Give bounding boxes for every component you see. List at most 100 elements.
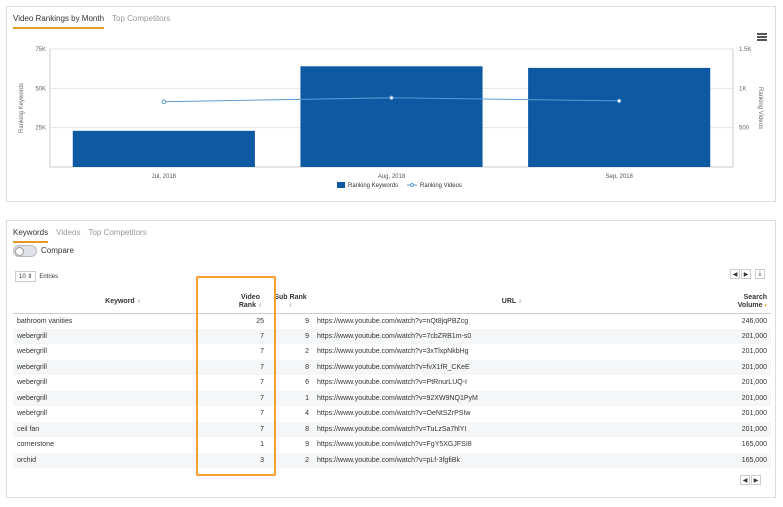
table-row[interactable]: webergrill 7 2 https://www.youtube.com/watc… — [13, 344, 771, 360]
legend-label: Ranking Videos — [420, 183, 462, 189]
cell-search-volume: 201,000 — [711, 359, 771, 375]
tab-keywords[interactable]: Keywords — [13, 225, 49, 243]
table-header-row: Keyword ⇕ Video Rank ⇕ Sub Rank ⇕ URL ⇕ Se… — [13, 291, 771, 314]
table-row[interactable]: webergrill 7 8 https://www.youtube.com/watc… — [13, 359, 771, 375]
cell-search-volume: 201,000 — [711, 390, 771, 406]
cell-url[interactable]: https://www.youtube.com/watch?v=FgY5XGJF… — [317, 441, 472, 449]
table-row[interactable]: ceil fan 7 8 https://www.youtube.com/watch?… — [13, 421, 771, 437]
cell-video-rank: 7 — [233, 328, 268, 344]
cell-video-rank: 7 — [260, 410, 264, 418]
cell-url[interactable]: https://www.youtube.com/watch?v=fvX1fR_C… — [313, 359, 711, 375]
column-header-label: URL — [501, 297, 517, 305]
chart-panel: Video Rankings by Month Top Competitors … — [6, 6, 776, 202]
tab-top-competitors[interactable]: Top Competitors — [88, 228, 147, 237]
tab-videos[interactable]: Videos — [56, 228, 81, 237]
x-tick-label: Sep, 2018 — [605, 174, 633, 180]
sort-icon: ⇕ — [288, 302, 293, 309]
cell-video-rank: 7 — [233, 421, 268, 437]
column-header-video-rank[interactable]: Video Rank ⇕ — [233, 291, 268, 314]
entries-label: Entries — [39, 273, 59, 280]
cell-sub-rank: 1 — [268, 390, 313, 406]
cell-sub-rank: 9 — [305, 317, 309, 325]
legend-label: Ranking Keywords — [348, 183, 398, 189]
chevron-left-icon[interactable]: ◀ — [740, 475, 750, 485]
table-row[interactable]: bathroom vanities 25 9 https://www.youtube.… — [13, 313, 771, 329]
cell-url[interactable]: https://www.youtube.com/watch?v=3xTlxpNk… — [317, 348, 469, 356]
cell-keyword: webergrill — [13, 359, 233, 375]
cell-sub-rank: 4 — [305, 410, 309, 418]
x-tick-label: Aug, 2018 — [378, 174, 406, 180]
cell-search-volume: 201,000 — [711, 328, 771, 344]
cell-keyword: orchid — [13, 452, 233, 468]
cell-video-rank: 7 — [233, 390, 268, 406]
column-header-label: Sub Rank — [274, 293, 307, 301]
cell-search-volume: 165,000 — [711, 452, 771, 468]
keywords-table: Keyword ⇕ Video Rank ⇕ Sub Rank ⇕ URL ⇕ Se… — [13, 291, 771, 468]
cell-url[interactable]: https://www.youtube.com/watch?v=nQt8jqPB… — [317, 317, 469, 325]
cell-keyword: webergrill — [17, 348, 47, 356]
cell-search-volume: 201,000 — [741, 379, 767, 387]
table-body: bathroom vanities 25 9 https://www.youtube.… — [13, 313, 771, 468]
table-row[interactable]: webergrill 7 6 https://www.youtube.com/watc… — [13, 375, 771, 391]
sort-icon: ⇕ — [518, 298, 523, 305]
table-tabs: Keywords Videos Top Competitors — [13, 225, 147, 243]
cell-url[interactable]: https://www.youtube.com/watch?v=PtRnurLU… — [317, 379, 467, 387]
cell-sub-rank: 6 — [305, 379, 309, 387]
column-header-label: Search — [743, 293, 767, 301]
cell-keyword: bathroom vanities — [17, 317, 73, 325]
cell-url[interactable]: https://www.youtube.com/watch?v=TuLzSa7h… — [313, 421, 711, 437]
y2-tick-label: 1K — [739, 86, 746, 92]
cell-sub-rank: 9 — [268, 328, 313, 344]
line-point — [389, 95, 394, 101]
hamburger-menu-icon[interactable] — [757, 33, 767, 41]
cell-keyword: webergrill — [17, 410, 47, 418]
compare-toggle[interactable] — [13, 245, 37, 257]
sort-icon: ⇕ — [136, 298, 141, 305]
cell-video-rank: 1 — [260, 441, 264, 449]
chart: 25K 50K 75K 500 1K 1.5K Ranking Keywords Rankin… — [19, 47, 763, 189]
tab-top-competitors[interactable]: Top Competitors — [112, 14, 171, 23]
y-tick-label: 50K — [35, 86, 46, 92]
cell-video-rank: 7 — [260, 379, 264, 387]
cell-url[interactable]: https://www.youtube.com/watch?v=92XW9NQ1… — [313, 390, 711, 406]
table-row[interactable]: webergrill 7 1 https://www.youtube.com/watc… — [13, 390, 771, 406]
x-tick-label: Jul, 2018 — [152, 174, 177, 180]
entries-select[interactable]: 10 ⇕ — [15, 271, 37, 282]
cell-url[interactable]: https://www.youtube.com/watch?v=7cbZRB1m… — [313, 328, 711, 344]
tab-video-rankings-by-month[interactable]: Video Rankings by Month — [13, 11, 105, 29]
column-header-label: Volume — [737, 301, 763, 309]
legend-swatch-bar — [337, 182, 345, 188]
legend-swatch-point — [410, 183, 414, 187]
cell-video-rank: 7 — [260, 348, 264, 356]
table-row[interactable]: orchid 3 2 https://www.youtube.com/watch?v=… — [13, 452, 771, 468]
column-header-search-volume[interactable]: Search Volume ▾ — [711, 291, 771, 314]
y-tick-label: 75K — [35, 47, 46, 53]
y-axis-title: Ranking Keywords — [19, 83, 25, 133]
cell-url[interactable]: https://www.youtube.com/watch?v=OeNtSZrP… — [317, 410, 471, 418]
cell-video-rank: 25 — [256, 317, 264, 325]
line-point — [161, 99, 167, 105]
cell-video-rank: 3 — [233, 452, 268, 468]
download-icon[interactable]: ⤓ — [755, 269, 765, 279]
top-pager: ◀ ▶ ⤓ — [730, 269, 765, 279]
column-header-sub-rank[interactable]: Sub Rank ⇕ — [268, 291, 313, 314]
bottom-pager: ◀ ▶ — [740, 475, 761, 485]
chevron-right-icon[interactable]: ▶ — [741, 269, 751, 279]
cell-sub-rank: 9 — [305, 441, 309, 449]
column-header-url[interactable]: URL ⇕ — [313, 291, 711, 314]
chevron-left-icon[interactable]: ◀ — [730, 269, 740, 279]
toggle-knob — [15, 247, 24, 256]
line-point — [616, 98, 622, 104]
table-panel: Keywords Videos Top Competitors Compare … — [6, 220, 776, 498]
cell-video-rank: 7 — [233, 359, 268, 375]
table-row[interactable]: cornerstone 1 9 https://www.youtube.com/wat… — [13, 437, 771, 453]
column-header-keyword[interactable]: Keyword ⇕ — [13, 291, 233, 314]
cell-keyword: webergrill — [13, 328, 233, 344]
cell-sub-rank: 8 — [268, 359, 313, 375]
y-tick-label: 25K — [35, 126, 46, 132]
table-row[interactable]: webergrill 7 4 https://www.youtube.com/watc… — [13, 406, 771, 422]
table-row[interactable]: webergrill 7 9 https://www.youtube.com/watc… — [13, 328, 771, 344]
chevron-right-icon[interactable]: ▶ — [751, 475, 761, 485]
cell-url[interactable]: https://www.youtube.com/watch?v=pLf-3fgf… — [313, 452, 711, 468]
cell-keyword: webergrill — [17, 379, 47, 387]
